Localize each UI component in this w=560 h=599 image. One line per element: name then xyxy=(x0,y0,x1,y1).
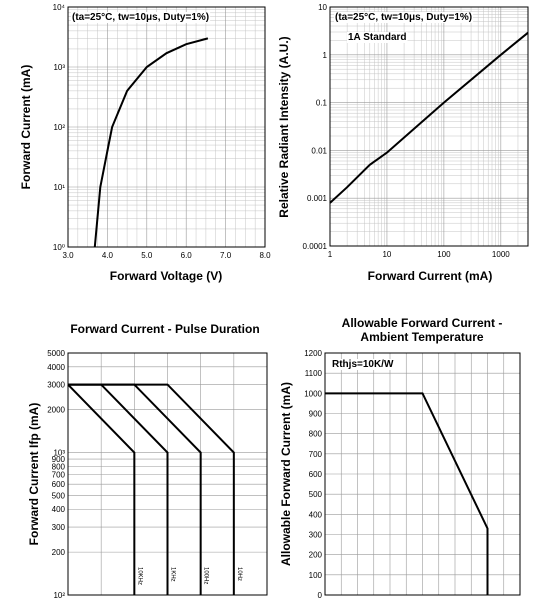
y-tick-label: 3000 xyxy=(47,381,65,390)
x-tick-label: 1000 xyxy=(492,250,510,259)
series-line xyxy=(325,392,489,595)
annotation-bg xyxy=(347,32,408,43)
annotation-bg xyxy=(334,12,474,23)
y-tick-label: 0.0001 xyxy=(303,242,328,251)
x-tick-label: 5.0 xyxy=(141,251,153,260)
y-tick-label: 500 xyxy=(52,491,66,500)
y-tick-label: 800 xyxy=(309,430,323,439)
chart-title: Ambient Temperature xyxy=(360,330,483,344)
y-tick-label: 5000 xyxy=(47,349,65,358)
x-tick-label: 100 xyxy=(437,250,451,259)
plot-frame xyxy=(67,6,266,248)
y-tick-label: 1100 xyxy=(305,369,323,378)
y-tick-label: 0.01 xyxy=(311,146,327,155)
x-tick-label: 8.0 xyxy=(259,251,271,260)
y-axis-title: Relative Radiant Intensity (A.U.) xyxy=(277,36,291,217)
chart-title: Forward Current - Pulse Duration xyxy=(70,322,259,336)
y-axis-title: Forward Current (mA) xyxy=(19,65,33,190)
y-axis-title: Forward Current Ifp (mA) xyxy=(27,403,41,546)
x-tick-label: 10 xyxy=(382,250,391,259)
y-tick-label: 0.1 xyxy=(316,99,328,108)
chart: 3.0 4.0 5.0 6.0 7.0 8.0 10⁰ 10¹ 10² 10³ 10⁴ (ta=25°… xyxy=(19,3,271,283)
x-tick-label: 7.0 xyxy=(220,251,232,260)
y-tick-label: 10³ xyxy=(53,449,65,458)
y-tick-label: 1000 xyxy=(304,389,322,398)
annotation-bg xyxy=(71,12,211,23)
y-tick-label: 1 xyxy=(323,51,328,60)
x-tick-label: 3.0 xyxy=(62,251,74,260)
series-line xyxy=(329,31,529,204)
y-tick-label: 900 xyxy=(52,455,66,464)
y-tick-label: 0 xyxy=(318,591,323,599)
series-label: 10Hz xyxy=(236,567,242,581)
series-label: 10KHz xyxy=(136,567,142,585)
y-tick-label: 10² xyxy=(53,591,65,599)
series-line xyxy=(68,383,235,595)
annotation-bg xyxy=(331,359,395,370)
annotation: (ta=25°C, tw=10μs, Duty=1%) xyxy=(72,12,209,23)
y-tick-label: 100 xyxy=(309,571,323,580)
y-tick-label: 4000 xyxy=(47,363,65,372)
y-tick-label: 10¹ xyxy=(53,183,65,192)
y-tick-label: 500 xyxy=(309,490,323,499)
y-tick-label: 200 xyxy=(309,551,323,560)
y-tick-label: 10⁰ xyxy=(53,243,65,252)
y-axis-title: Allowable Forward Current (mA) xyxy=(279,382,293,566)
y-tick-label: 1200 xyxy=(304,349,322,358)
y-tick-label: 400 xyxy=(52,505,66,514)
plot-frame xyxy=(329,6,529,247)
series-line xyxy=(67,383,136,595)
y-tick-label: 10 xyxy=(318,3,327,12)
series-line xyxy=(68,383,169,595)
y-tick-label: 2000 xyxy=(47,406,65,415)
y-tick-label: 700 xyxy=(52,471,66,480)
series-line xyxy=(93,37,209,248)
chart: 0 100 200 300 400 500 600 700 800 900 1000 1100 1200… xyxy=(279,316,521,599)
y-tick-label: 900 xyxy=(309,410,323,419)
y-tick-label: 700 xyxy=(309,450,323,459)
chart: 1 10 100 1000 0.0001 0.001 0.01 0.1 1 10 (ta=25°C,… xyxy=(277,3,529,283)
x-tick-label: 1 xyxy=(328,250,333,259)
y-tick-label: 800 xyxy=(52,462,66,471)
y-tick-label: 10³ xyxy=(53,63,65,72)
y-tick-label: 0.001 xyxy=(307,194,328,203)
y-tick-label: 10⁴ xyxy=(53,3,66,12)
annotation: Rthjs=10K/W xyxy=(332,359,394,370)
plot-frame xyxy=(324,352,521,596)
y-tick-label: 600 xyxy=(52,480,66,489)
y-tick-label: 10² xyxy=(53,123,65,132)
y-tick-label: 300 xyxy=(309,531,323,540)
series-label: 100Hz xyxy=(203,567,209,584)
x-tick-label: 4.0 xyxy=(102,251,114,260)
y-tick-label: 200 xyxy=(52,548,66,557)
x-axis-title: Forward Voltage (V) xyxy=(110,269,222,283)
x-axis-title: Forward Current (mA) xyxy=(368,269,493,283)
chart-title: Allowable Forward Current - xyxy=(342,316,503,330)
x-tick-label: 6.0 xyxy=(181,251,193,260)
series-label: 1KHz xyxy=(170,567,176,582)
annotation: 1A Standard xyxy=(348,32,407,43)
y-tick-label: 300 xyxy=(52,523,66,532)
y-tick-label: 600 xyxy=(309,470,323,479)
annotation: (ta=25°C, tw=10μs, Duty=1%) xyxy=(335,12,472,23)
y-tick-label: 400 xyxy=(309,510,323,519)
